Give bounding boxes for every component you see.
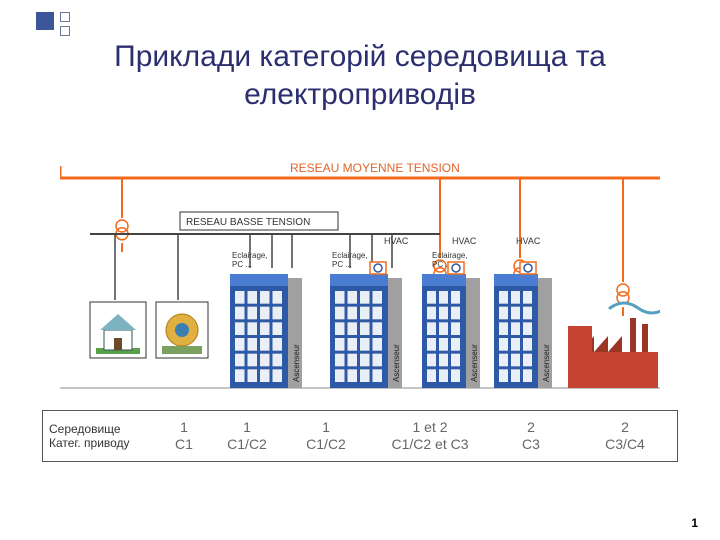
svg-text:HVAC: HVAC [516, 236, 541, 246]
category-table: Середовище Катег. приводу 1C11C1/C21C1/C… [42, 410, 678, 462]
svg-text:Ascenseur: Ascenseur [470, 344, 479, 382]
table-columns: 1C11C1/C21C1/C21 et 2C1/C2 et C32C32C3/C… [155, 411, 677, 461]
cat-value: C1/C2 et C3 [391, 436, 468, 453]
table-row-labels: Середовище Катег. приводу [43, 411, 155, 461]
network-diagram: RESEAU MOYENNE TENSION RESEAU BASSE TENSI… [60, 140, 660, 400]
svg-text:RESEAU MOYENNE TENSION: RESEAU MOYENNE TENSION [290, 161, 460, 175]
table-column: 1 et 2C1/C2 et C3 [371, 411, 489, 461]
svg-text:PC ...: PC ... [332, 260, 352, 269]
svg-text:HVAC: HVAC [452, 236, 477, 246]
slide-title: Приклади категорій середовища та електро… [0, 38, 720, 113]
title-line-1: Приклади категорій середовища та [114, 40, 606, 73]
env-value: 1 [243, 419, 251, 436]
cat-value: C1 [175, 436, 193, 453]
svg-text:Eclairage,: Eclairage, [332, 251, 368, 260]
env-value: 1 [180, 419, 188, 436]
table-column: 1C1/C2 [281, 411, 371, 461]
svg-text:Eclairage,: Eclairage, [232, 251, 268, 260]
table-column: 1C1 [155, 411, 213, 461]
table-column: 1C1/C2 [213, 411, 281, 461]
svg-text:Ascenseur: Ascenseur [542, 344, 551, 382]
bullet-decoration [36, 12, 76, 40]
env-value: 2 [621, 419, 629, 436]
svg-text:HVAC: HVAC [384, 236, 409, 246]
svg-text:Eclairage,: Eclairage, [432, 251, 468, 260]
row-label-drive-category: Катег. приводу [49, 436, 155, 450]
svg-text:Ascenseur: Ascenseur [292, 344, 301, 382]
env-value: 1 et 2 [412, 419, 447, 436]
table-column: 2C3 [489, 411, 573, 461]
title-line-2: електроприводів [244, 78, 476, 111]
cat-value: C1/C2 [227, 436, 267, 453]
svg-text:PC ...: PC ... [232, 260, 252, 269]
cat-value: C3 [522, 436, 540, 453]
row-label-environment: Середовище [49, 422, 155, 436]
table-column: 2C3/C4 [573, 411, 677, 461]
svg-text:RESEAU BASSE TENSION: RESEAU BASSE TENSION [186, 217, 310, 228]
svg-text:Ascenseur: Ascenseur [392, 344, 401, 382]
cat-value: C3/C4 [605, 436, 645, 453]
cat-value: C1/C2 [306, 436, 346, 453]
env-value: 1 [322, 419, 330, 436]
env-value: 2 [527, 419, 535, 436]
page-number: 1 [691, 516, 698, 530]
